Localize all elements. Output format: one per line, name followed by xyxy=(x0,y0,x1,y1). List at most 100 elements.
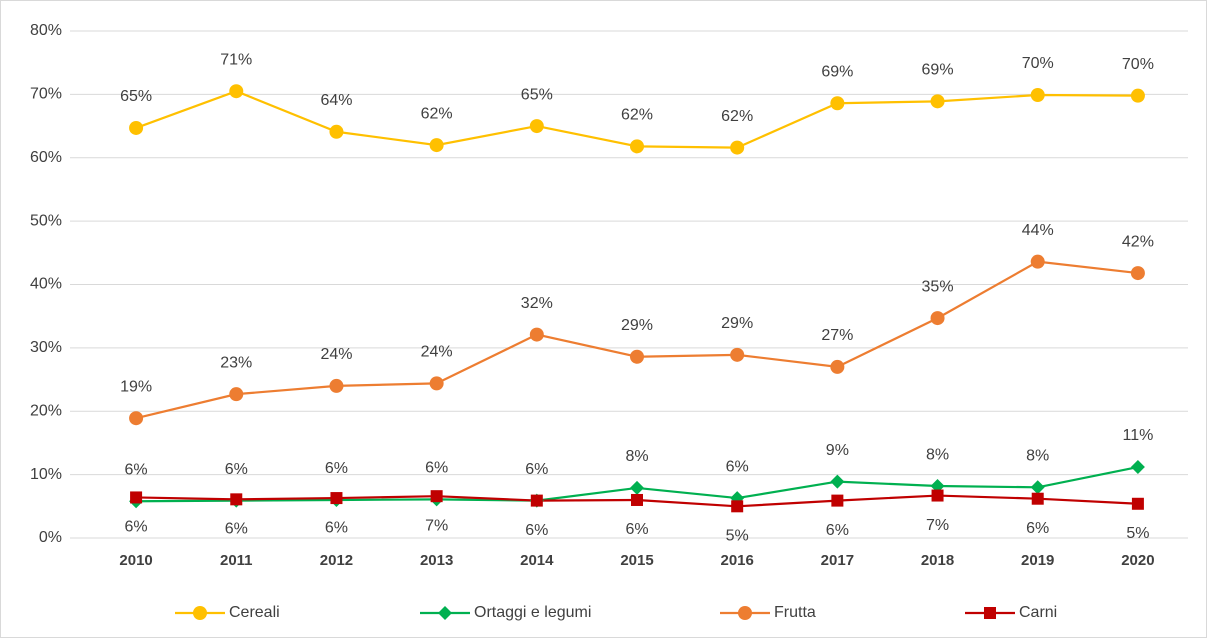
data-point xyxy=(129,120,144,135)
data-point xyxy=(1130,88,1145,103)
data-label: 6% xyxy=(325,460,348,477)
data-point xyxy=(630,139,644,154)
legend-label: Frutta xyxy=(774,604,816,621)
data-label: 70% xyxy=(1122,56,1154,73)
legend-marker xyxy=(738,606,752,620)
data-point xyxy=(930,311,945,326)
data-point xyxy=(329,378,344,393)
data-label: 6% xyxy=(225,521,248,538)
data-label: 11% xyxy=(1122,427,1153,444)
data-label: 6% xyxy=(125,519,148,536)
data-point xyxy=(830,474,845,489)
data-label: 19% xyxy=(120,378,152,395)
data-label: 24% xyxy=(421,344,453,361)
data-label: 64% xyxy=(320,92,352,109)
data-point xyxy=(931,489,944,502)
data-label: 6% xyxy=(325,519,348,536)
data-label: 8% xyxy=(926,446,949,463)
data-point xyxy=(330,492,343,505)
data-point xyxy=(630,349,644,364)
x-tick-label: 2014 xyxy=(520,552,554,569)
data-point xyxy=(130,491,143,504)
data-label: 29% xyxy=(621,317,653,334)
x-tick-label: 2011 xyxy=(220,552,253,569)
data-point xyxy=(1130,460,1145,475)
x-tick-label: 2020 xyxy=(1121,552,1154,569)
y-tick-label: 0% xyxy=(39,529,62,546)
data-label: 9% xyxy=(826,442,849,459)
data-label: 32% xyxy=(521,295,553,312)
data-point xyxy=(1030,480,1045,495)
x-tick-label: 2018 xyxy=(921,552,954,569)
data-label: 62% xyxy=(421,105,453,122)
data-label: 6% xyxy=(726,458,749,475)
data-point xyxy=(529,327,544,342)
y-tick-label: 40% xyxy=(30,276,62,293)
data-point xyxy=(731,500,744,513)
data-label: 65% xyxy=(521,86,553,103)
data-label: 70% xyxy=(1022,55,1054,72)
data-point xyxy=(129,411,144,426)
x-tick-label: 2012 xyxy=(320,552,353,569)
data-label: 42% xyxy=(1122,233,1154,250)
y-tick-label: 10% xyxy=(30,466,62,483)
data-point xyxy=(631,493,643,506)
data-point xyxy=(831,494,844,507)
y-tick-label: 70% xyxy=(30,86,62,103)
data-label: 65% xyxy=(120,88,152,105)
data-point xyxy=(730,347,745,362)
data-label: 6% xyxy=(425,460,448,477)
data-label: 6% xyxy=(625,521,648,538)
data-point xyxy=(230,493,243,506)
data-label: 69% xyxy=(821,63,853,80)
data-label: 27% xyxy=(821,327,853,344)
data-point xyxy=(630,480,644,495)
legend-label: Ortaggi e legumi xyxy=(474,604,591,621)
data-point xyxy=(429,376,444,391)
x-tick-label: 2015 xyxy=(620,552,653,569)
data-point xyxy=(1031,492,1044,505)
legend-label: Cereali xyxy=(229,604,280,621)
data-label: 35% xyxy=(922,278,954,295)
data-label: 5% xyxy=(726,528,749,545)
data-point xyxy=(730,140,745,155)
data-point xyxy=(1030,254,1045,269)
data-label: 6% xyxy=(826,522,849,539)
data-label: 62% xyxy=(721,108,753,125)
data-point xyxy=(1130,266,1145,281)
data-label: 44% xyxy=(1022,222,1054,239)
data-label: 6% xyxy=(525,522,548,539)
data-label: 6% xyxy=(525,461,548,478)
y-tick-label: 20% xyxy=(30,402,62,419)
data-point xyxy=(229,84,244,99)
x-tick-label: 2019 xyxy=(1021,552,1054,569)
data-label: 7% xyxy=(926,517,949,534)
data-point xyxy=(530,494,543,507)
data-label: 5% xyxy=(1126,525,1149,542)
data-label: 62% xyxy=(621,107,653,124)
legend-label: Carni xyxy=(1019,604,1057,621)
data-label: 69% xyxy=(922,62,954,79)
data-label: 24% xyxy=(320,346,352,363)
x-tick-label: 2016 xyxy=(720,552,753,569)
data-label: 6% xyxy=(225,461,248,478)
x-tick-label: 2017 xyxy=(821,552,854,569)
legend-marker xyxy=(438,606,452,620)
data-label: 6% xyxy=(1026,520,1049,537)
data-label: 71% xyxy=(220,51,252,68)
y-tick-label: 30% xyxy=(30,339,62,356)
y-tick-label: 80% xyxy=(30,22,62,39)
x-tick-label: 2010 xyxy=(119,552,152,569)
legend-marker xyxy=(193,606,207,620)
data-label: 23% xyxy=(220,354,252,371)
data-point xyxy=(830,359,845,374)
data-label: 8% xyxy=(625,448,648,465)
data-label: 8% xyxy=(1026,448,1049,465)
data-label: 6% xyxy=(125,461,148,478)
data-point xyxy=(430,490,443,503)
data-point xyxy=(529,119,544,134)
data-point xyxy=(930,479,945,494)
y-tick-label: 60% xyxy=(30,149,62,166)
data-point xyxy=(930,94,945,109)
